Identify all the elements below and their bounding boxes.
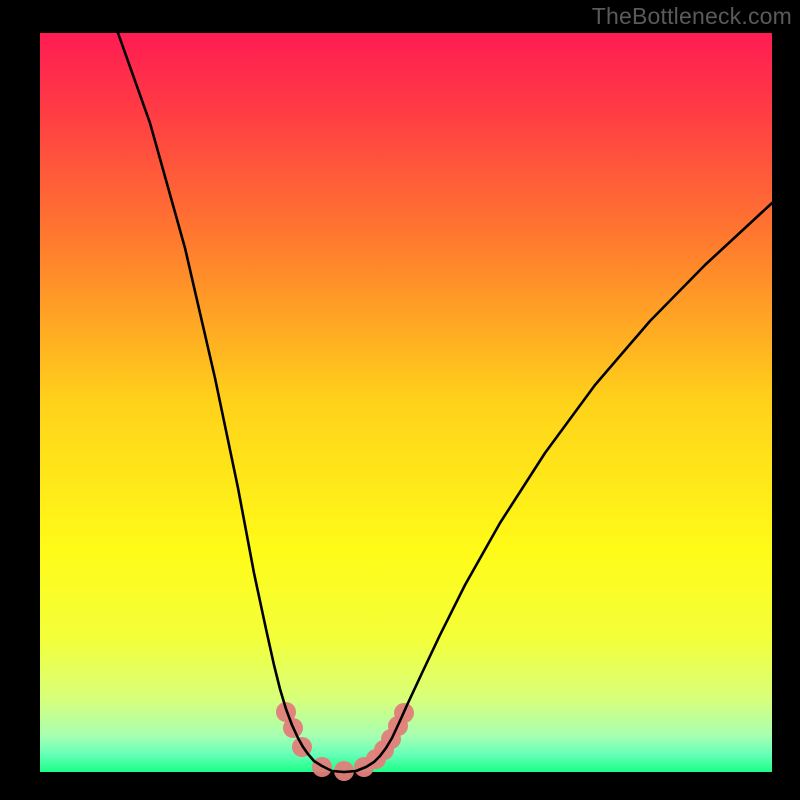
marker-group: [276, 702, 414, 781]
plot-area: [40, 33, 772, 772]
curve-right: [344, 203, 772, 772]
watermark-text: TheBottleneck.com: [592, 3, 792, 30]
curve-layer: [40, 33, 772, 772]
curve-left: [118, 33, 344, 772]
